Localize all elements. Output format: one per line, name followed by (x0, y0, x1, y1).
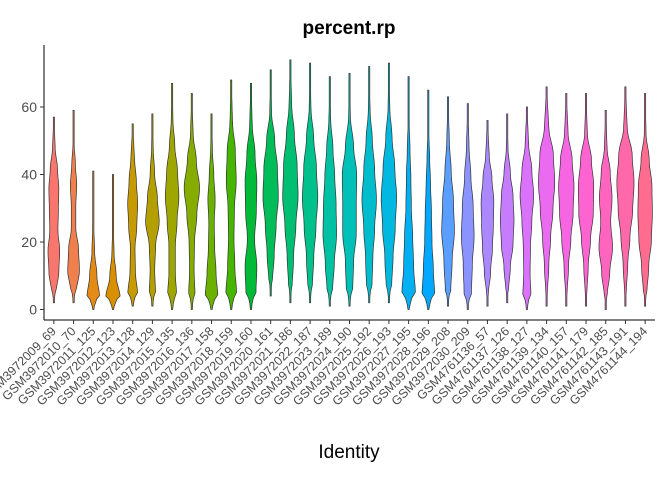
violin-GSM3972029_208 (441, 96, 455, 307)
y-axis: 0 20 40 60 (21, 45, 45, 320)
violin-GSM3972021_186 (282, 59, 299, 304)
violin-GSM4761139_134 (538, 86, 556, 307)
violin-GSM3972025_192 (361, 66, 377, 304)
violins-group (47, 59, 653, 310)
violin-GSM4761136_57 (480, 120, 495, 307)
y-tick-label: 60 (21, 99, 37, 115)
y-tick-label: 40 (21, 167, 37, 183)
violin-GSM4761141_179 (577, 93, 595, 307)
violin-GSM3972012_123 (105, 174, 121, 310)
violin-GSM4761137_126 (500, 113, 515, 304)
violin-GSM4761138_127 (519, 106, 534, 310)
violin-GSM3972010_70 (67, 110, 80, 304)
violin-GSM3972022_187 (302, 62, 319, 304)
violin-GSM3972026_193 (380, 62, 397, 304)
violin-GSM3972017_158 (204, 113, 219, 310)
violin-GSM3972018_159 (225, 79, 237, 310)
violin-GSM3972023_189 (322, 76, 337, 307)
violin-GSM3972027_195 (401, 76, 416, 310)
chart-title: percent.rp (303, 18, 396, 39)
violin-GSM3972011_125 (86, 170, 100, 310)
violin-GSM3972014_129 (145, 113, 160, 307)
violin-GSM3972013_128 (127, 123, 139, 307)
violin-GSM3972030_209 (461, 103, 475, 310)
violin-GSM3972024_190 (341, 72, 358, 307)
violin-GSM3972009_69 (47, 116, 61, 304)
violin-GSM4761144_194 (637, 93, 653, 307)
violin-GSM4761140_157 (558, 93, 575, 307)
violin-GSM4761143_191 (616, 86, 635, 307)
violin-GSM3972028_196 (421, 89, 436, 310)
violin-GSM3972015_135 (164, 83, 180, 310)
violin-GSM3972016_136 (183, 93, 200, 310)
violin-GSM4761142_185 (598, 110, 613, 310)
x-axis-title: Identity (318, 442, 380, 463)
y-tick-label: 0 (29, 302, 37, 318)
violin-GSM3972019_160 (244, 83, 258, 310)
violin-GSM3972020_161 (262, 69, 279, 297)
x-axis: GSM3972009_69GSM3972010_70GSM3972011_125… (0, 319, 655, 408)
y-tick-label: 20 (21, 234, 37, 250)
